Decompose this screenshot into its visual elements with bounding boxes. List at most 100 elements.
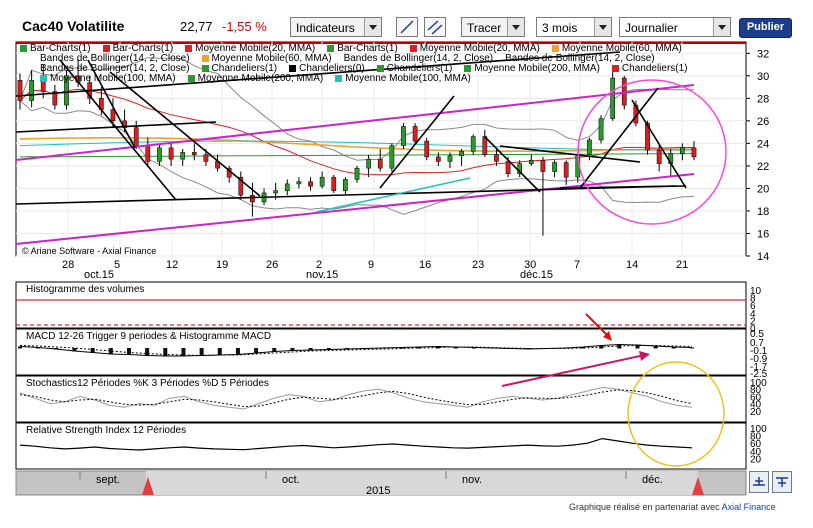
legend-item: Moyenne Mobile(100, MMA): [40, 73, 176, 84]
rsi-line: [19, 437, 693, 451]
align-left-icon: [753, 477, 765, 486]
legend-item: Moyenne Mobile(20, MMA): [409, 43, 540, 54]
legend-item: Moyenne Mobile(20, MMA): [185, 43, 315, 54]
macd-tick-label: -0.1: [750, 346, 768, 357]
macd-histogram-bar: [671, 347, 676, 349]
footer-link[interactable]: Axial Finance: [721, 502, 776, 512]
footer-credit: Graphique réalisé en partenariat avec Ax…: [569, 502, 776, 512]
stochastic-tick-label: 40: [750, 400, 762, 411]
volume-tick-label: 10: [750, 286, 762, 297]
macd-trigger-line: [19, 345, 693, 357]
macd-histogram-bar: [435, 346, 440, 349]
macd-panel-frame: [15, 328, 747, 376]
y-tick-label: 20: [757, 183, 769, 195]
legend-item: Chandeliers(1): [201, 63, 277, 74]
stochastic-tick-label: 80: [750, 385, 762, 396]
stochastic-tick-label: 100: [750, 378, 767, 389]
candle-body: [273, 190, 279, 194]
draw-parallel-button[interactable]: [424, 17, 446, 37]
macd-histogram-bar: [254, 348, 259, 354]
candle-body: [354, 167, 360, 180]
highlight-circle: [627, 361, 725, 467]
timeline-year-label: 2015: [366, 485, 390, 497]
volume-panel-frame: [15, 281, 747, 329]
candle-body: [424, 140, 430, 158]
timeline-month-label: nov.: [462, 474, 482, 486]
candle-body: [64, 75, 69, 106]
copyright-text: © Ariane Software - Axial Finance: [22, 246, 156, 256]
parallel-lines-icon: [427, 20, 443, 35]
candle-body: [459, 151, 464, 157]
candle-body: [389, 145, 395, 169]
rsi-tick-label: 40: [750, 447, 762, 458]
y-tick-label: 16: [757, 228, 769, 240]
annotation-arrowhead: [603, 331, 612, 341]
legend-swatch: [376, 64, 384, 72]
price-change: -1,55 %: [222, 19, 267, 34]
chevron-down-icon: [594, 18, 611, 36]
publish-button[interactable]: Publier: [739, 18, 792, 38]
timeline-handle-right: [692, 477, 704, 495]
stochastic-tick-label: 20: [750, 407, 762, 418]
legend-swatch: [327, 44, 335, 52]
legend-item: Moyenne Mobile(200, MMA): [187, 73, 323, 84]
candle-body: [412, 126, 418, 142]
legend-label: Moyenne Mobile(20, MMA): [195, 43, 316, 54]
legend-item: Chandeliers(0): [289, 63, 365, 74]
candle-body: [308, 181, 313, 187]
volume-title: Histogramme des volumes: [26, 284, 144, 295]
candle-body: [401, 126, 406, 146]
legend-swatch: [611, 64, 619, 72]
candle-body: [203, 154, 209, 162]
trend-line: [15, 185, 676, 205]
macd-histogram-bar: [472, 347, 477, 349]
x-tick-label: 21: [676, 259, 688, 271]
candle-body: [447, 155, 453, 162]
timeline-selection: [146, 471, 698, 495]
y-tick-label: 28: [757, 93, 769, 105]
x-tick-label: 7: [574, 259, 580, 271]
trend-line: [483, 135, 541, 193]
chart-legend: Bar-Charts(1) Bar-Charts(1) Moyenne Mobile…: [20, 44, 770, 86]
y-tick-label: 22: [757, 161, 769, 173]
legend-label: Bandes de Bollinger(14, 2, Close): [505, 53, 655, 64]
legend-row: Moyenne Mobile(100, MMA) Moyenne Mobile(2…: [40, 74, 483, 84]
interval-dropdown[interactable]: Journalier: [619, 17, 731, 37]
candle-body: [284, 183, 290, 191]
legend-swatch: [187, 74, 195, 82]
chevron-down-icon: [713, 18, 730, 36]
trend-line: [379, 95, 455, 189]
macd-histogram-bar: [581, 347, 586, 349]
candle-body: [133, 127, 139, 146]
trend-line: [59, 59, 177, 201]
period-dropdown[interactable]: 3 mois: [536, 17, 612, 37]
y-tick-label: 14: [757, 251, 769, 263]
legend-item: Moyenne Mobile(200, MMA): [464, 63, 600, 74]
chevron-down-icon: [507, 18, 524, 36]
timeline-month-label: sept.: [96, 474, 120, 486]
macd-histogram-bar: [199, 348, 204, 356]
legend-item: Bar-Charts(1): [327, 43, 398, 54]
scroll-left-button[interactable]: [749, 471, 769, 493]
macd-histogram-bar: [181, 348, 186, 357]
candle-body: [656, 149, 662, 164]
indicators-dropdown[interactable]: Indicateurs: [290, 17, 382, 37]
draw-dropdown[interactable]: Tracer: [461, 17, 525, 37]
candle-body: [238, 176, 244, 196]
macd-histogram-bar: [18, 346, 22, 349]
macd-histogram-bar: [690, 347, 694, 349]
legend-item: Moyenne Mobile(60, MMA): [201, 53, 332, 64]
legend-label: Bar-Charts(1): [337, 43, 398, 54]
legend-item: Chandeliers(1): [611, 63, 688, 74]
volume-tick-label: 0: [750, 324, 756, 335]
candle-body: [52, 91, 58, 106]
rsi-panel-frame: [15, 422, 747, 470]
draw-line-button[interactable]: [396, 17, 418, 37]
candle-body: [494, 154, 499, 162]
legend-label: Bandes de Bollinger(14, 2, Close): [343, 53, 494, 64]
legend-row: Bandes de Bollinger(14, 2, Close) Chandel…: [40, 64, 700, 74]
legend-item: Moyenne Mobile(60, MMA): [551, 43, 682, 54]
scroll-right-button[interactable]: [772, 471, 792, 493]
macd-histogram-bar: [72, 348, 77, 352]
macd-histogram-bar: [635, 345, 640, 349]
